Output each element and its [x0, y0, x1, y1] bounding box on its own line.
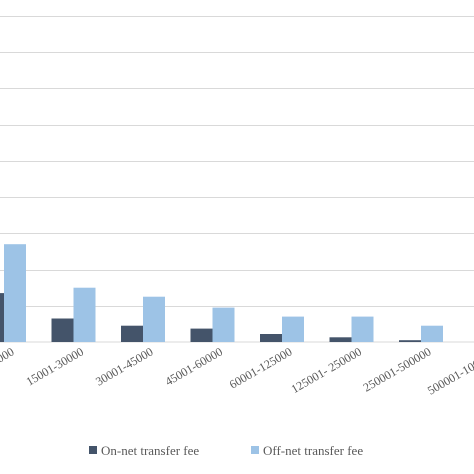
- legend-swatch-on-net: [89, 446, 97, 454]
- x-tick-label: 125001- 250000: [289, 344, 364, 396]
- bar-on-net-2: [121, 325, 143, 342]
- legend-label-off-net: Off-net transfer fee: [263, 443, 363, 458]
- bar-off-net-6: [421, 325, 443, 342]
- legend: On-net transfer fee Off-net transfer fee: [89, 443, 363, 458]
- bar-off-net-1: [73, 287, 96, 342]
- x-tick-labels: 1-15000 15001-30000 30001-45000 45001-60000…: [0, 344, 474, 397]
- legend-label-on-net: On-net transfer fee: [101, 443, 199, 458]
- x-tick-label: 30001-45000: [93, 344, 155, 388]
- x-tick-label: 250001-500000: [361, 344, 434, 394]
- y-gridlines: [0, 16, 474, 307]
- x-tick-label: 1-15000: [0, 344, 16, 376]
- bar-on-net-6: [399, 340, 421, 342]
- bar-off-net-2: [143, 296, 165, 342]
- bar-off-net-0: [4, 244, 26, 342]
- bar-off-net-5: [351, 316, 374, 342]
- legend-swatch-off-net: [251, 446, 259, 454]
- bar-on-net-5: [329, 337, 352, 342]
- bar-on-net-1: [51, 318, 74, 342]
- bar-off-net-3: [212, 307, 235, 342]
- bar-on-net-0: [0, 293, 4, 342]
- bar-off-net-4: [282, 316, 304, 342]
- x-tick-label: 60001-125000: [227, 344, 295, 391]
- x-tick-label: 45001-60000: [163, 344, 225, 388]
- x-tick-label: 15001-30000: [24, 344, 86, 388]
- bar-on-net-3: [190, 328, 213, 342]
- bar-on-net-4: [260, 334, 282, 342]
- bars: [0, 244, 443, 342]
- x-tick-label: 500001-1000000: [425, 344, 474, 397]
